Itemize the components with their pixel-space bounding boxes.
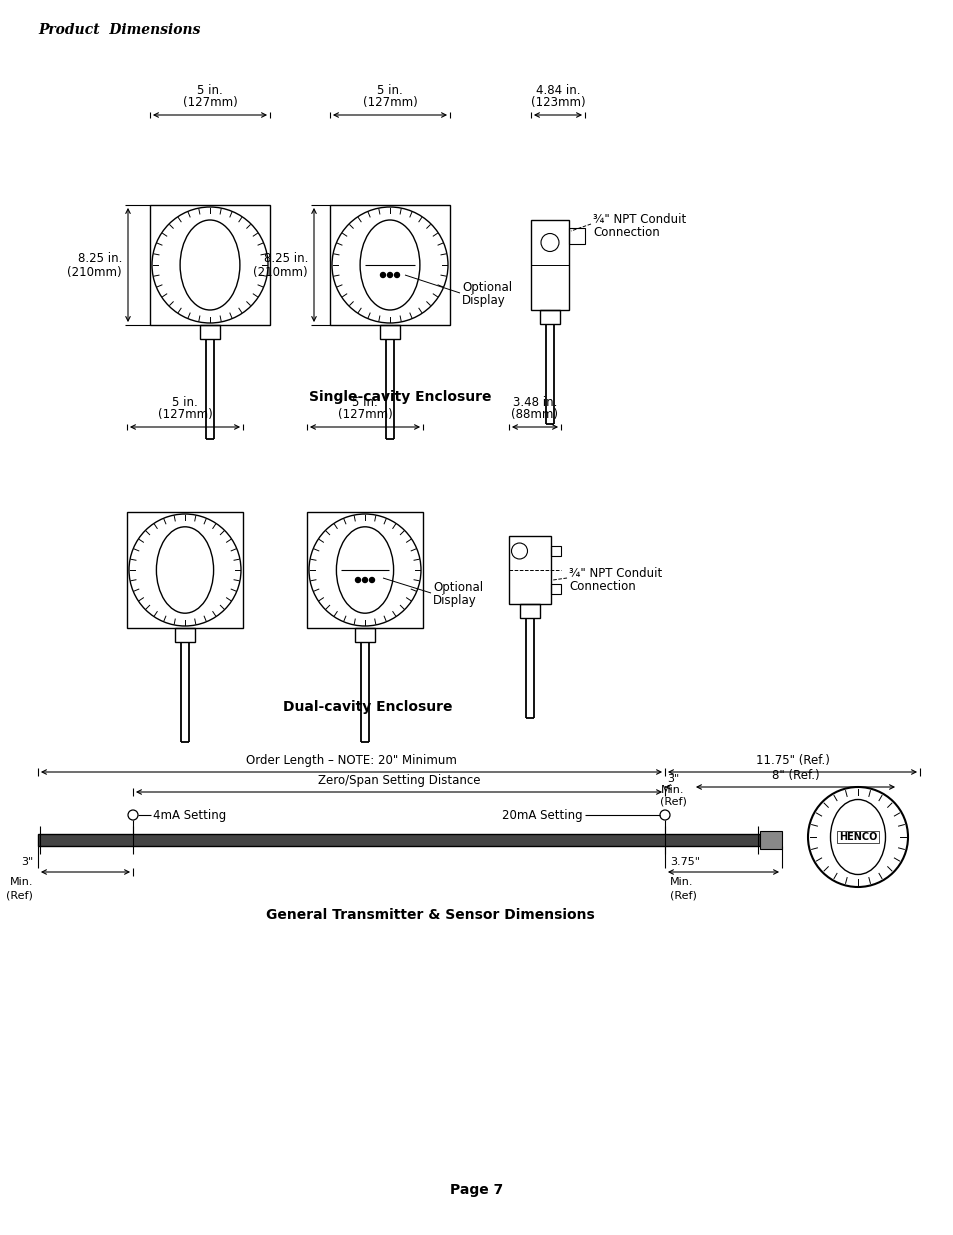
Circle shape	[355, 578, 360, 583]
Bar	[760, 831, 781, 848]
Text: Min.: Min.	[669, 877, 693, 887]
Bar	[531, 220, 568, 310]
Text: (Ref): (Ref)	[669, 890, 696, 900]
Bar	[127, 513, 243, 629]
Text: ¾" NPT Conduit: ¾" NPT Conduit	[568, 567, 661, 579]
Text: Optional: Optional	[433, 580, 482, 594]
Text: 4.84 in.: 4.84 in.	[536, 84, 579, 98]
Text: ¾" NPT Conduit: ¾" NPT Conduit	[593, 212, 685, 226]
Circle shape	[369, 578, 375, 583]
Bar	[509, 536, 551, 604]
Text: 5 in.: 5 in.	[197, 84, 223, 98]
Text: Product  Dimensions: Product Dimensions	[38, 23, 200, 37]
Circle shape	[380, 273, 385, 278]
Text: (127mm): (127mm)	[362, 96, 416, 109]
Bar	[355, 629, 375, 642]
Text: Order Length – NOTE: 20" Minimum: Order Length – NOTE: 20" Minimum	[246, 755, 456, 767]
Text: (123mm): (123mm)	[530, 96, 585, 109]
Text: (Ref): (Ref)	[659, 797, 686, 806]
Text: 11.75" (Ref.): 11.75" (Ref.)	[755, 755, 828, 767]
Circle shape	[807, 787, 907, 887]
Text: (127mm): (127mm)	[157, 408, 213, 421]
Text: HENCO: HENCO	[838, 832, 876, 842]
Text: Optional: Optional	[461, 280, 512, 294]
Text: (210mm): (210mm)	[253, 266, 308, 279]
Text: 3": 3"	[21, 857, 33, 867]
Text: Connection: Connection	[593, 226, 659, 238]
Text: Zero/Span Setting Distance: Zero/Span Setting Distance	[317, 774, 479, 787]
Circle shape	[387, 273, 392, 278]
Text: (210mm): (210mm)	[68, 266, 122, 279]
Text: Single-cavity Enclosure: Single-cavity Enclosure	[309, 390, 491, 404]
Text: 8.25 in.: 8.25 in.	[77, 252, 122, 264]
Text: Min.: Min.	[10, 877, 33, 887]
Text: (127mm): (127mm)	[337, 408, 392, 421]
Text: 3": 3"	[666, 774, 679, 784]
Text: 5 in.: 5 in.	[376, 84, 402, 98]
Bar	[307, 513, 422, 629]
Bar	[379, 325, 399, 338]
Text: (127mm): (127mm)	[182, 96, 237, 109]
Text: 20mA Setting: 20mA Setting	[502, 809, 582, 821]
Bar	[519, 604, 539, 618]
Bar	[551, 584, 560, 594]
Text: 3.48 in.: 3.48 in.	[513, 396, 557, 409]
Text: Min.: Min.	[660, 785, 684, 795]
Text: Display: Display	[433, 594, 476, 606]
Text: Page 7: Page 7	[450, 1183, 503, 1197]
Bar	[551, 546, 560, 556]
Text: 8.25 in.: 8.25 in.	[263, 252, 308, 264]
Text: 3.75": 3.75"	[669, 857, 700, 867]
Circle shape	[362, 578, 367, 583]
Bar	[38, 834, 760, 846]
Text: Dual-cavity Enclosure: Dual-cavity Enclosure	[282, 700, 452, 714]
Bar	[200, 325, 220, 338]
Text: 5 in.: 5 in.	[352, 396, 377, 409]
Bar	[150, 205, 270, 325]
Circle shape	[395, 273, 399, 278]
Text: General Transmitter & Sensor Dimensions: General Transmitter & Sensor Dimensions	[265, 908, 594, 923]
Text: 8" (Ref.): 8" (Ref.)	[771, 769, 819, 782]
Text: Display: Display	[461, 294, 505, 306]
Text: 5 in.: 5 in.	[172, 396, 197, 409]
Bar	[568, 228, 584, 245]
Text: (88mm): (88mm)	[511, 408, 558, 421]
Bar	[330, 205, 450, 325]
Text: (Ref): (Ref)	[6, 890, 33, 900]
Bar	[795, 779, 919, 895]
Bar	[174, 629, 194, 642]
Text: 4mA Setting: 4mA Setting	[152, 809, 226, 821]
Bar	[539, 310, 559, 324]
Text: Connection: Connection	[568, 579, 635, 593]
